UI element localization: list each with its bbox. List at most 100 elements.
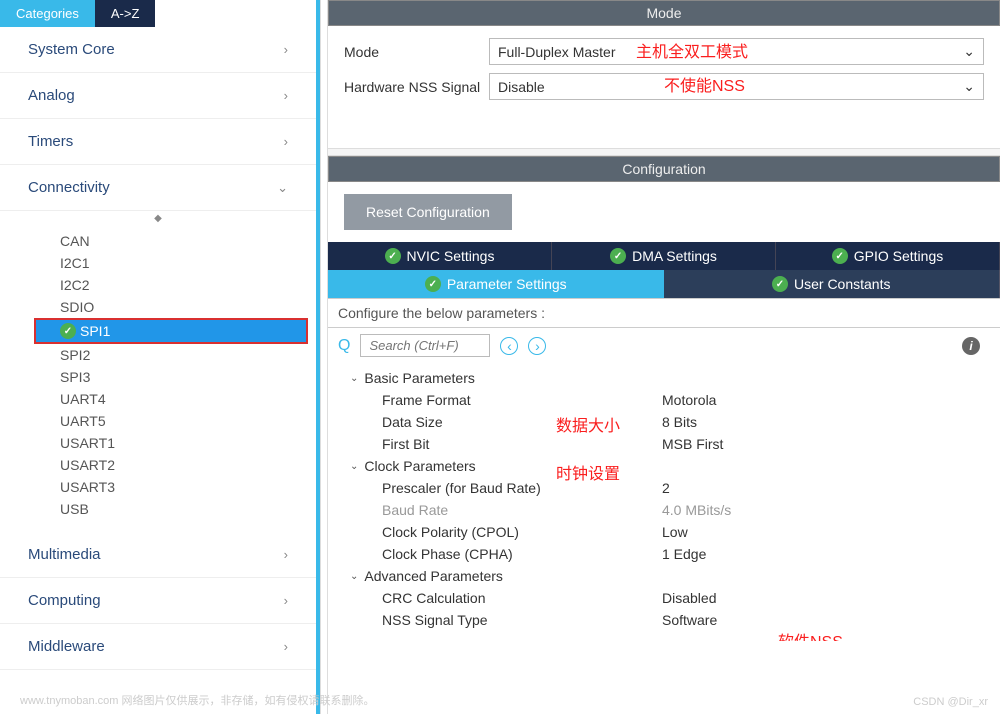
sidebar-item-label: SPI1 <box>80 323 110 339</box>
tab-label: NVIC Settings <box>407 248 495 264</box>
param-key: NSS Signal Type <box>382 612 662 628</box>
sidebar-item-uart4[interactable]: UART4 <box>0 388 316 410</box>
param-value: 8 Bits <box>662 414 697 430</box>
configure-label: Configure the below parameters : <box>328 298 1000 328</box>
chevron-down-icon: ⌄ <box>963 43 975 60</box>
param-value: Low <box>662 524 688 540</box>
param-row[interactable]: Data Size8 Bits <box>328 411 1000 433</box>
group-label: Clock Parameters <box>364 458 475 474</box>
group-multimedia[interactable]: Multimedia › <box>0 532 316 578</box>
horizontal-splitter[interactable] <box>328 148 1000 156</box>
param-value: 2 <box>662 480 670 496</box>
watermark-csdn: CSDN @Dir_xr <box>913 696 988 708</box>
tab-label: GPIO Settings <box>854 248 943 264</box>
group-analog[interactable]: Analog › <box>0 73 316 119</box>
sidebar-item-i2c2[interactable]: I2C2 <box>0 274 316 296</box>
reset-configuration-button[interactable]: Reset Configuration <box>344 194 512 230</box>
search-input[interactable] <box>360 334 490 357</box>
chevron-down-icon: ⌄ <box>277 180 288 196</box>
tab-nvic-settings[interactable]: ✓ NVIC Settings <box>328 242 552 270</box>
group-label: Middleware <box>28 638 105 655</box>
group-label: Advanced Parameters <box>364 568 503 584</box>
group-computing[interactable]: Computing › <box>0 578 316 624</box>
chevron-right-icon: › <box>284 639 288 654</box>
param-key: CRC Calculation <box>382 590 662 606</box>
group-label: Connectivity <box>28 179 110 196</box>
watermark: www.tnymoban.com 网络图片仅供展示，非存储，如有侵权请联系删除。 <box>20 692 374 708</box>
expand-icon: ⌄ <box>350 373 358 384</box>
chevron-down-icon: ⌄ <box>963 78 975 95</box>
collapse-icon[interactable]: ◆ <box>0 211 316 226</box>
mode-header: Mode <box>328 0 1000 26</box>
sidebar-item-usart3[interactable]: USART3 <box>0 476 316 498</box>
tab-az[interactable]: A->Z <box>95 0 156 27</box>
sidebar-item-i2c1[interactable]: I2C1 <box>0 252 316 274</box>
param-key: Frame Format <box>382 392 662 408</box>
param-value: 1 Edge <box>662 546 706 562</box>
check-icon: ✓ <box>832 248 848 264</box>
sidebar-item-uart5[interactable]: UART5 <box>0 410 316 432</box>
check-icon: ✓ <box>610 248 626 264</box>
annotation-mode: 主机全双工模式 <box>636 38 748 62</box>
sidebar-item-spi2[interactable]: SPI2 <box>0 344 316 366</box>
chevron-right-icon: › <box>284 134 288 149</box>
chevron-right-icon: › <box>284 547 288 562</box>
expand-icon: ⌄ <box>350 571 358 582</box>
param-row[interactable]: Frame FormatMotorola <box>328 389 1000 411</box>
param-group-advanced[interactable]: ⌄ Advanced Parameters <box>328 565 1000 587</box>
param-row[interactable]: Clock Polarity (CPOL)Low <box>328 521 1000 543</box>
param-row[interactable]: Prescaler (for Baud Rate)2 <box>328 477 1000 499</box>
tab-label: Parameter Settings <box>447 276 567 292</box>
check-icon: ✓ <box>60 323 76 339</box>
param-row[interactable]: NSS Signal TypeSoftware <box>328 609 1000 631</box>
mode-value: Full-Duplex Master <box>498 44 615 60</box>
group-label: Analog <box>28 87 75 104</box>
vertical-splitter[interactable] <box>320 0 328 714</box>
search-icon: Q <box>338 337 350 355</box>
group-timers[interactable]: Timers › <box>0 119 316 165</box>
tab-categories[interactable]: Categories <box>0 0 95 27</box>
annotation-nss: 不使能NSS <box>664 72 745 96</box>
param-group-clock[interactable]: ⌄ Clock Parameters <box>328 455 1000 477</box>
group-connectivity[interactable]: Connectivity ⌄ <box>0 165 316 211</box>
param-row[interactable]: First BitMSB First <box>328 433 1000 455</box>
nss-value: Disable <box>498 79 545 95</box>
param-row[interactable]: CRC CalculationDisabled <box>328 587 1000 609</box>
tab-parameter-settings[interactable]: ✓ Parameter Settings <box>328 270 664 298</box>
expand-icon: ⌄ <box>350 461 358 472</box>
sidebar-item-can[interactable]: CAN <box>0 230 316 252</box>
param-row[interactable]: Clock Phase (CPHA)1 Edge <box>328 543 1000 565</box>
sidebar-item-spi1[interactable]: ✓ SPI1 <box>34 318 308 344</box>
tab-gpio-settings[interactable]: ✓ GPIO Settings <box>776 242 1000 270</box>
chevron-right-icon: › <box>284 42 288 57</box>
sidebar-item-sdio[interactable]: SDIO <box>0 296 316 318</box>
check-icon: ✓ <box>425 276 441 292</box>
annotation-nss-type: 软件NSS <box>778 628 843 641</box>
group-middleware[interactable]: Middleware › <box>0 624 316 670</box>
next-icon[interactable]: › <box>528 337 546 355</box>
sidebar-item-spi3[interactable]: SPI3 <box>0 366 316 388</box>
tab-dma-settings[interactable]: ✓ DMA Settings <box>552 242 776 270</box>
connectivity-list: CAN I2C1 I2C2 SDIO ✓ SPI1 SPI2 SPI3 UART… <box>0 226 316 532</box>
group-label: System Core <box>28 41 115 58</box>
param-key: Clock Polarity (CPOL) <box>382 524 662 540</box>
info-icon[interactable]: i <box>962 337 980 355</box>
sidebar-item-usart2[interactable]: USART2 <box>0 454 316 476</box>
param-value: Disabled <box>662 590 716 606</box>
tab-user-constants[interactable]: ✓User Constants <box>664 270 1000 298</box>
tab-label: DMA Settings <box>632 248 717 264</box>
group-label: Computing <box>28 592 101 609</box>
sidebar-item-usb[interactable]: USB <box>0 498 316 520</box>
check-icon: ✓ <box>385 248 401 264</box>
param-group-basic[interactable]: ⌄Basic Parameters <box>328 367 1000 389</box>
sidebar-item-usart1[interactable]: USART1 <box>0 432 316 454</box>
nss-label: Hardware NSS Signal <box>344 79 489 95</box>
group-system-core[interactable]: System Core › <box>0 27 316 73</box>
param-key: Baud Rate <box>382 502 662 518</box>
group-label: Multimedia <box>28 546 101 563</box>
param-value: 4.0 MBits/s <box>662 502 731 518</box>
mode-label: Mode <box>344 44 489 60</box>
param-value: MSB First <box>662 436 723 452</box>
annotation-data-size: 数据大小 <box>556 412 620 436</box>
prev-icon[interactable]: ‹ <box>500 337 518 355</box>
